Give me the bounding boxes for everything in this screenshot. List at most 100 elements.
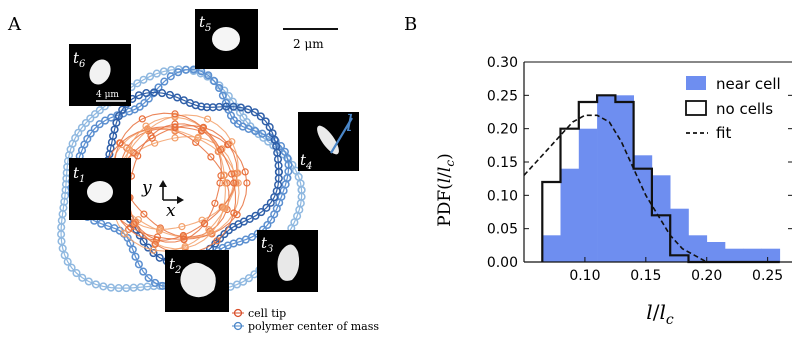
tip-bead xyxy=(230,209,238,217)
bar-near-cell xyxy=(743,248,762,262)
tip-bead xyxy=(171,110,179,118)
polymer-loop-bead xyxy=(131,252,140,261)
polymer-loop-light-bead xyxy=(81,118,90,128)
y-tick-label: 0.15 xyxy=(487,155,518,171)
scale-bar: 2 μm xyxy=(283,28,338,51)
tip-bead xyxy=(207,153,215,161)
snapshot-t6: t6 4 μm xyxy=(69,44,131,106)
polymer-loop-light-path xyxy=(60,68,303,291)
tip-bead xyxy=(116,139,124,147)
length-symbol: l xyxy=(346,112,353,137)
tip-bead xyxy=(147,132,155,140)
tip-bead xyxy=(180,236,188,244)
tip-bead xyxy=(228,138,236,146)
polymer-loop-bead xyxy=(174,68,183,77)
legend-no-cells-label: no cells xyxy=(716,100,773,118)
tip-bead xyxy=(220,204,228,212)
tip-bead xyxy=(125,145,133,154)
panel-b-label: B xyxy=(404,14,417,35)
polymer-loop-light-bead xyxy=(78,273,87,282)
polymer-loop-light-bead xyxy=(133,79,142,88)
tip-bead xyxy=(171,134,179,142)
polymer-loop-dark-bead xyxy=(142,89,151,98)
polymer-loop-light-bead xyxy=(114,284,123,293)
polymer-loop-dark-bead xyxy=(257,208,266,217)
bar-near-cell xyxy=(615,95,634,262)
polymer-loop-light-bead xyxy=(84,277,93,286)
snapshot-t5: t5 xyxy=(195,9,258,69)
polymer-loop-bead xyxy=(160,77,169,86)
polymer-loop-dark-bead xyxy=(114,112,123,121)
y-tick-label: 0.25 xyxy=(487,88,518,104)
polymer-loop-bead xyxy=(215,83,224,93)
tip-bead xyxy=(201,220,209,228)
polymer-loop-dark-bead xyxy=(229,102,238,111)
polymer-loop-bead xyxy=(166,72,175,81)
polymer-loop-light-bead xyxy=(67,263,76,272)
panel-a-label: A xyxy=(7,14,22,35)
polymer-loop-light-bead xyxy=(106,283,116,292)
tip-bead xyxy=(213,237,221,245)
y-tick-label: 0.10 xyxy=(487,188,518,204)
tip-bead xyxy=(171,120,179,128)
polymer-loop-bead xyxy=(104,221,113,231)
polymer-loop-bead xyxy=(134,260,143,269)
snapshot-t1: t1 xyxy=(69,158,131,220)
polymer-loop-light-bead xyxy=(139,75,148,84)
bar-near-cell xyxy=(688,235,708,262)
tip-bead xyxy=(140,210,148,218)
tip-bead xyxy=(125,225,133,233)
polymer-loop-dark-bead xyxy=(262,203,271,212)
snapshot-t3-sub: 3 xyxy=(267,244,273,255)
bar-near-cell xyxy=(670,208,689,262)
tip-bead xyxy=(194,133,202,141)
tip-bead xyxy=(152,236,161,244)
polymer-loop-light-bead xyxy=(77,123,86,132)
tip-bead xyxy=(230,179,238,187)
polymer-loop-dark-bead xyxy=(150,88,159,97)
axis-x-symbol: x xyxy=(166,201,176,221)
snapshot-t6-label: t xyxy=(73,49,80,67)
polymer-loop-light-bead xyxy=(86,114,95,123)
polymer-loop-bead xyxy=(95,120,104,129)
snapshot-t4-sub: 4 xyxy=(305,161,312,172)
tip-bead xyxy=(220,171,228,179)
polymer-loop-light-bead xyxy=(297,185,306,195)
bar-near-cell xyxy=(761,248,781,262)
legend-no-cells-swatch xyxy=(685,100,707,116)
snapshot-t1-sub: 1 xyxy=(79,174,85,185)
svg-text:t4: t4 xyxy=(300,151,312,172)
polymer-loop-bead xyxy=(90,124,99,133)
polymer-loop-bead xyxy=(267,215,276,224)
polymer-loop-light-bead xyxy=(63,257,72,266)
polymer-loop-bead xyxy=(276,142,286,151)
polymer-loop-bead xyxy=(251,127,260,136)
polymer-loop-light-bead xyxy=(99,282,108,291)
snapshot-t3: t3 xyxy=(257,230,318,292)
snapshot-t4-label: t xyxy=(300,151,307,169)
polymer-loop-light-bead xyxy=(95,106,104,115)
snapshot-t5-label: t xyxy=(199,13,206,31)
tip-bead xyxy=(232,179,240,187)
polymer-loop-dark-bead xyxy=(139,237,148,246)
snapshot-t5-sub: 5 xyxy=(205,23,211,34)
tip-bead xyxy=(142,122,150,130)
x-tick-label: 0.25 xyxy=(752,268,783,284)
polymer-loop-bead xyxy=(210,77,219,86)
bar-near-cell xyxy=(706,242,726,262)
polymer-loop-dark-bead xyxy=(173,93,182,102)
polymer-loop-bead xyxy=(86,129,95,138)
polymer-loop-light-bead xyxy=(145,72,155,81)
tip-bead xyxy=(228,170,236,178)
polymer-loop-light-bead xyxy=(159,67,168,76)
histogram-chart: 0.00 0.05 0.10 0.15 0.20 0.25 0.30 0.10 0.15 0.20… xyxy=(487,55,792,284)
polymer-loop-dark-bead xyxy=(158,89,167,98)
polymer-loop-bead xyxy=(283,173,292,183)
legend-near-cell-label: near cell xyxy=(716,75,781,93)
scale-bar-label: 2 μm xyxy=(293,37,324,51)
snapshot-t2: t2 xyxy=(165,250,229,312)
inset-scale-label: 4 μm xyxy=(96,90,119,100)
polymer-loop-dark-bead xyxy=(112,118,121,127)
tip-bead xyxy=(221,179,229,187)
snapshot-insets: t6 4 μm t5 t4 l t1 xyxy=(69,9,359,312)
